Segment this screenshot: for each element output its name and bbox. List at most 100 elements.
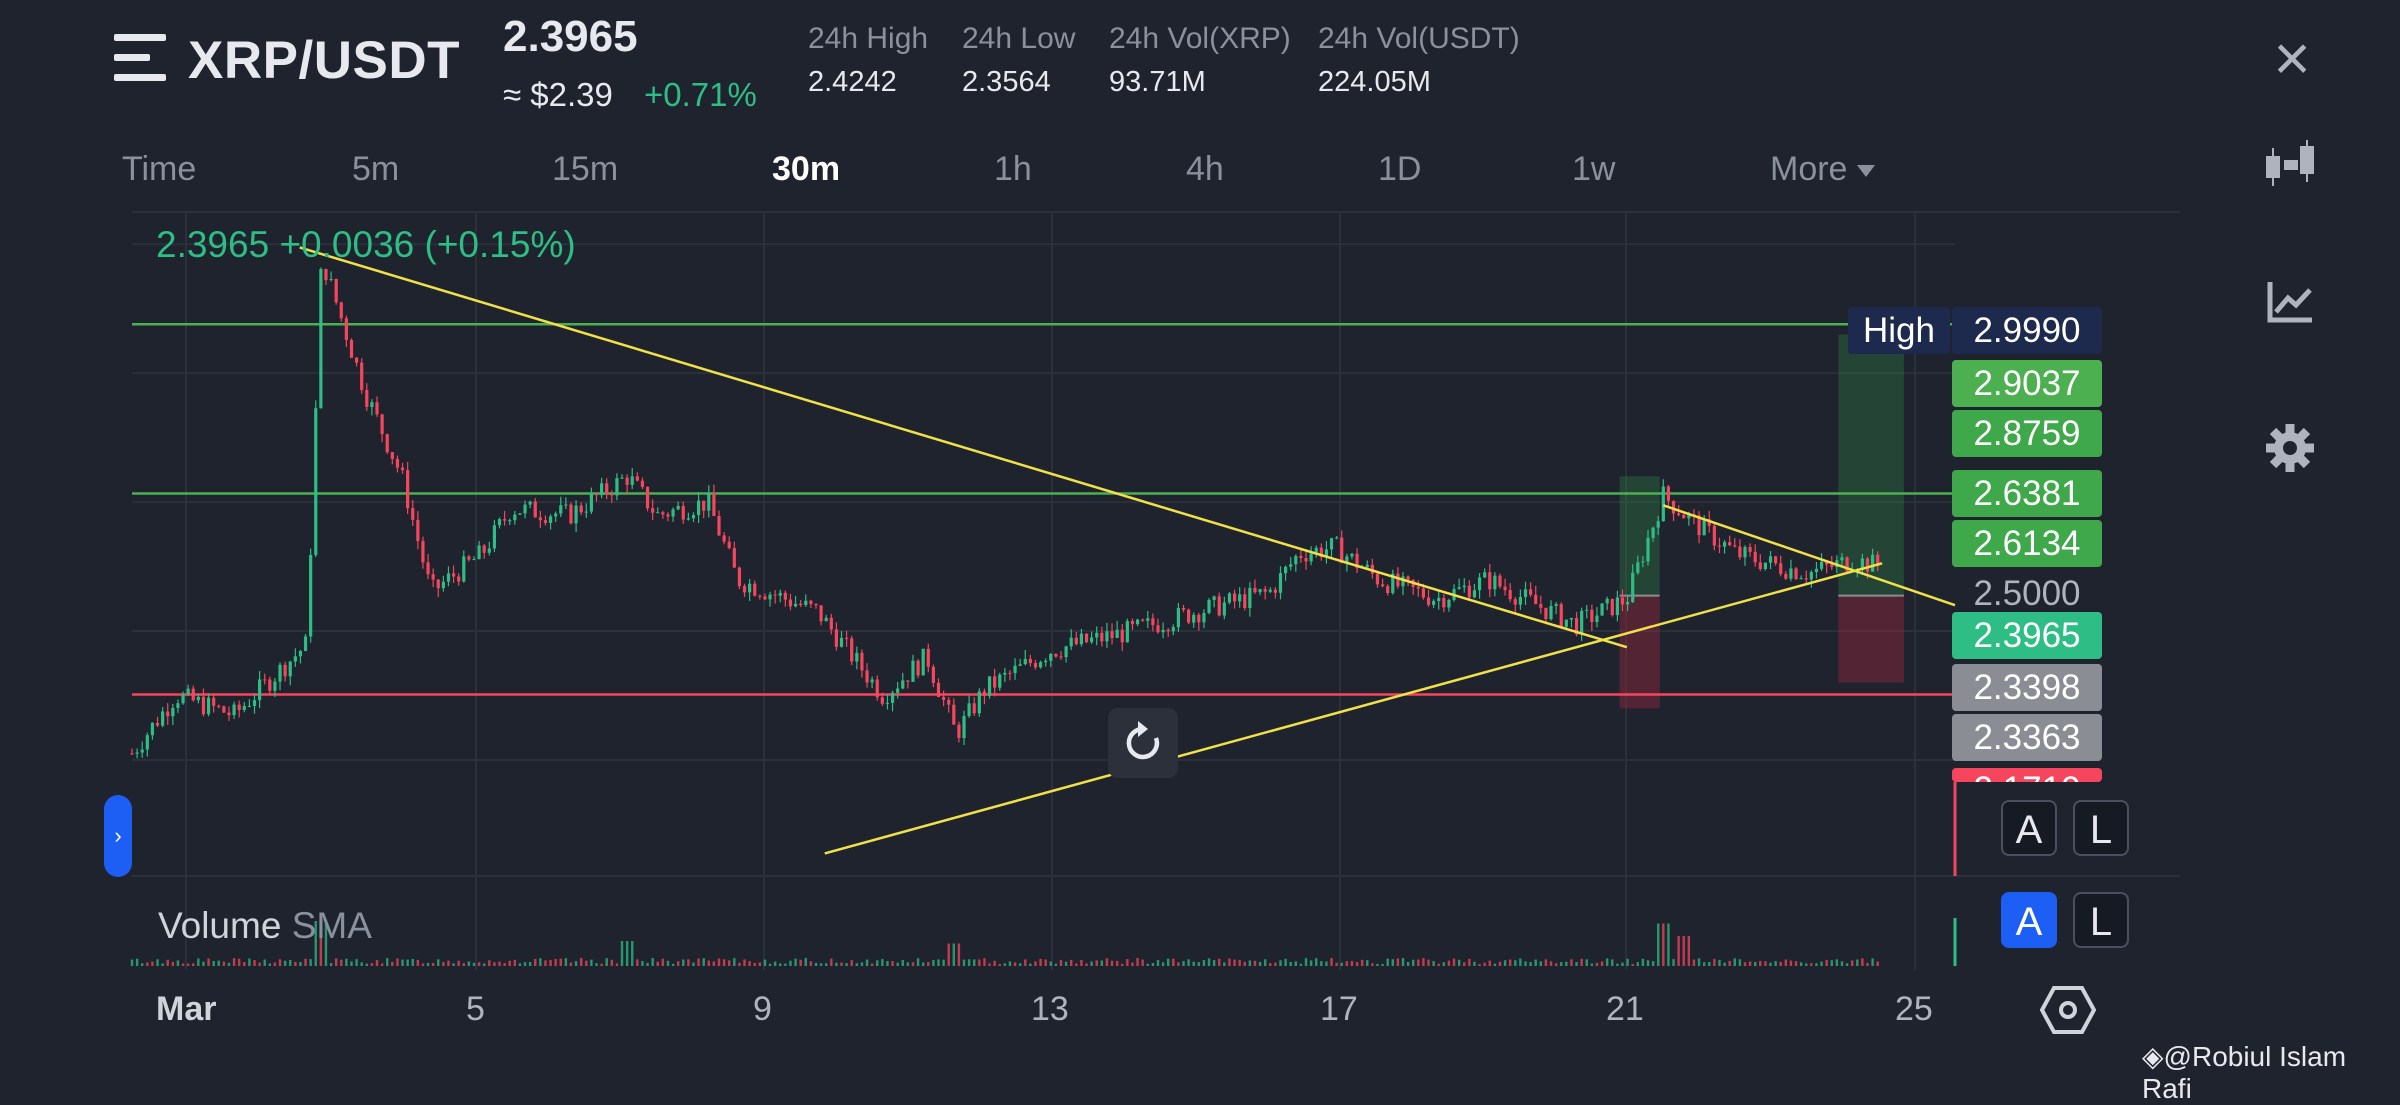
close-icon[interactable]: × bbox=[2273, 22, 2311, 94]
candle-body bbox=[1263, 589, 1267, 592]
volume-bar bbox=[1018, 963, 1022, 966]
volume-bar bbox=[1728, 960, 1731, 966]
menu-icon[interactable] bbox=[114, 34, 166, 82]
candle-body bbox=[385, 434, 389, 453]
x-tick: 17 bbox=[1320, 990, 1358, 1028]
candle-body bbox=[880, 697, 884, 704]
volume-bar bbox=[1095, 960, 1098, 966]
price-tag: 2.6134 bbox=[1952, 520, 2102, 567]
volume-bar bbox=[329, 963, 333, 966]
volume-bar bbox=[1090, 961, 1093, 966]
tab-15m[interactable]: 15m bbox=[552, 150, 619, 188]
gear-icon[interactable] bbox=[2260, 418, 2320, 478]
candle-body bbox=[1656, 521, 1660, 528]
tab-more[interactable]: More bbox=[1770, 150, 1876, 189]
trendline bbox=[824, 562, 1883, 855]
volume-bar bbox=[722, 959, 726, 966]
volume-bar bbox=[697, 958, 700, 966]
pair-title[interactable]: XRP/USDT bbox=[188, 31, 460, 90]
volume-bar bbox=[916, 958, 920, 966]
auto-scale-button-price[interactable]: A bbox=[2001, 800, 2057, 856]
tab-1d[interactable]: 1D bbox=[1378, 150, 1422, 188]
volume-bar bbox=[993, 960, 996, 966]
candle-body bbox=[1774, 556, 1778, 564]
candle-body bbox=[523, 504, 527, 514]
volume-bar bbox=[1544, 959, 1548, 966]
volume-bar bbox=[1621, 962, 1624, 966]
volume-bar bbox=[488, 960, 491, 966]
candle-body bbox=[1580, 610, 1584, 635]
volume-bar bbox=[253, 960, 256, 966]
volume-bar bbox=[656, 961, 659, 966]
candle-body bbox=[1743, 547, 1747, 558]
candle-body bbox=[1253, 587, 1257, 593]
tab-5m[interactable]: 5m bbox=[352, 150, 400, 188]
volume-bar bbox=[1554, 963, 1558, 966]
volume-bar bbox=[876, 960, 879, 966]
candle-body bbox=[1733, 545, 1737, 547]
candle-body bbox=[982, 691, 987, 696]
candle-body bbox=[1294, 556, 1298, 565]
volume-bar bbox=[1861, 958, 1864, 966]
volume-bar bbox=[1243, 961, 1246, 966]
candle-body bbox=[1671, 500, 1676, 514]
candle-body bbox=[206, 697, 211, 715]
volume-bar bbox=[1815, 963, 1818, 966]
candle-body bbox=[1202, 612, 1206, 623]
candle-body bbox=[1876, 554, 1880, 567]
volume-bar bbox=[1468, 958, 1471, 966]
volume-bar bbox=[1105, 958, 1109, 966]
volume-bar bbox=[212, 960, 215, 966]
tab-4h[interactable]: 4h bbox=[1186, 150, 1224, 188]
candle-body bbox=[1044, 660, 1048, 663]
candle-body bbox=[1498, 575, 1502, 587]
volume-bar bbox=[830, 958, 833, 966]
expand-panel-handle[interactable]: › bbox=[104, 795, 132, 877]
tab-30m[interactable]: 30m bbox=[772, 150, 841, 188]
volume-bar bbox=[1871, 958, 1874, 966]
volume-bar bbox=[814, 962, 818, 966]
candle-body bbox=[1059, 656, 1063, 658]
volume-bar bbox=[1146, 963, 1149, 966]
volume-bar bbox=[973, 959, 976, 966]
candle-body bbox=[1084, 633, 1089, 643]
candle-body bbox=[1335, 537, 1339, 539]
indicator-icon[interactable] bbox=[2260, 272, 2320, 332]
auto-scale-button-volume[interactable]: A bbox=[2001, 892, 2057, 948]
volume-bar bbox=[1156, 960, 1160, 966]
log-scale-button-price[interactable]: L bbox=[2073, 800, 2129, 856]
volume-bar bbox=[952, 943, 956, 966]
chart-settings-icon[interactable] bbox=[2040, 985, 2096, 1035]
candle-body bbox=[1819, 561, 1824, 569]
reset-chart-button[interactable] bbox=[1108, 708, 1178, 778]
candle-body bbox=[1187, 609, 1191, 623]
price-chart[interactable] bbox=[0, 0, 2400, 1080]
volume-bar bbox=[733, 958, 736, 966]
candlestick-icon[interactable] bbox=[2260, 134, 2320, 194]
volume-bar bbox=[523, 962, 527, 966]
volume-bar bbox=[1442, 962, 1446, 966]
candle-body bbox=[768, 594, 772, 600]
tab-1w[interactable]: 1w bbox=[1572, 150, 1616, 188]
volume-bar bbox=[967, 959, 971, 966]
volume-bar bbox=[294, 961, 297, 966]
candle-body bbox=[1432, 600, 1436, 605]
volume-bar bbox=[1110, 960, 1114, 966]
candle-body bbox=[1008, 672, 1012, 674]
volume-bar bbox=[289, 959, 292, 966]
candle-body bbox=[579, 505, 583, 513]
change-percent: +0.71% bbox=[644, 76, 757, 113]
volume-bar bbox=[1151, 962, 1155, 966]
volume-bar bbox=[426, 962, 430, 966]
volume-bar bbox=[1044, 959, 1047, 966]
candle-body bbox=[268, 679, 272, 691]
volume-bar bbox=[1406, 961, 1410, 966]
candle-body bbox=[722, 535, 726, 542]
candle-body bbox=[375, 402, 379, 415]
tab-time[interactable]: Time bbox=[122, 150, 197, 188]
log-scale-button-volume[interactable]: L bbox=[2073, 892, 2129, 948]
tab-1h[interactable]: 1h bbox=[994, 150, 1032, 188]
candle-body bbox=[1768, 556, 1773, 563]
volume-bar bbox=[1702, 962, 1706, 966]
candle-body bbox=[1141, 619, 1145, 621]
